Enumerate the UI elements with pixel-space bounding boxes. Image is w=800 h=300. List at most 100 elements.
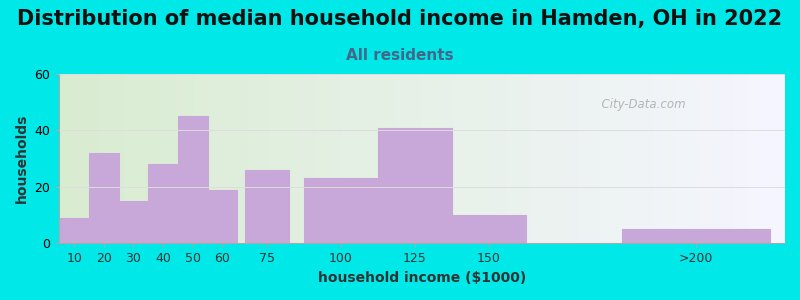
Bar <box>194 74 198 243</box>
Bar <box>259 74 262 243</box>
Bar <box>702 74 705 243</box>
Bar <box>567 74 571 243</box>
Bar <box>404 74 408 243</box>
Bar <box>382 74 386 243</box>
Bar <box>531 74 534 243</box>
Bar <box>136 74 139 243</box>
Bar <box>607 74 611 243</box>
Bar <box>245 74 248 243</box>
Bar <box>611 74 614 243</box>
Bar <box>452 215 526 243</box>
Bar <box>121 74 125 243</box>
Bar <box>730 74 734 243</box>
Bar <box>506 74 510 243</box>
Bar <box>716 74 720 243</box>
Bar <box>782 74 785 243</box>
Bar <box>89 74 92 243</box>
Bar <box>654 74 658 243</box>
Bar <box>248 74 252 243</box>
Bar <box>494 74 498 243</box>
Bar <box>331 74 335 243</box>
Bar <box>118 201 148 243</box>
Bar <box>687 74 690 243</box>
Bar <box>168 74 172 243</box>
Bar <box>106 74 110 243</box>
Bar <box>346 74 350 243</box>
Bar <box>150 74 154 243</box>
Bar <box>241 74 245 243</box>
Text: Distribution of median household income in Hamden, OH in 2022: Distribution of median household income … <box>18 9 782 29</box>
Bar <box>230 74 234 243</box>
Bar <box>378 128 452 243</box>
Bar <box>549 74 553 243</box>
Bar <box>205 74 208 243</box>
Bar <box>546 74 549 243</box>
Bar <box>371 74 375 243</box>
Bar <box>448 74 451 243</box>
Bar <box>600 74 604 243</box>
Bar <box>422 74 426 243</box>
Bar <box>172 74 175 243</box>
Bar <box>368 74 371 243</box>
Bar <box>378 74 382 243</box>
Text: All residents: All residents <box>346 48 454 63</box>
Bar <box>314 74 317 243</box>
Bar <box>491 74 494 243</box>
Bar <box>480 74 484 243</box>
Bar <box>662 74 666 243</box>
Bar <box>357 74 361 243</box>
Bar <box>85 74 89 243</box>
Bar <box>277 74 281 243</box>
Bar <box>444 74 448 243</box>
Bar <box>458 74 462 243</box>
Bar <box>658 74 662 243</box>
Bar <box>212 74 215 243</box>
Bar <box>643 74 647 243</box>
Bar <box>78 74 82 243</box>
Bar <box>354 74 357 243</box>
Bar <box>408 74 411 243</box>
Bar <box>666 74 669 243</box>
Bar <box>633 74 636 243</box>
Bar <box>589 74 593 243</box>
Bar <box>524 74 527 243</box>
Y-axis label: households: households <box>15 114 29 203</box>
Bar <box>234 74 238 243</box>
Bar <box>694 74 698 243</box>
Bar <box>299 74 302 243</box>
Bar <box>226 74 230 243</box>
Bar <box>390 74 394 243</box>
Bar <box>538 74 542 243</box>
Bar <box>178 116 207 243</box>
Bar <box>593 74 596 243</box>
Bar <box>578 74 582 243</box>
Bar <box>262 74 266 243</box>
Bar <box>161 74 165 243</box>
Bar <box>82 74 85 243</box>
Bar <box>622 229 770 243</box>
Bar <box>571 74 574 243</box>
Bar <box>767 74 770 243</box>
Bar <box>520 74 524 243</box>
Bar <box>219 74 222 243</box>
Bar <box>778 74 782 243</box>
Bar <box>473 74 477 243</box>
Bar <box>720 74 723 243</box>
Bar <box>394 74 397 243</box>
Bar <box>470 74 473 243</box>
Bar <box>517 74 520 243</box>
Bar <box>338 74 342 243</box>
Bar <box>215 74 219 243</box>
Bar <box>274 74 277 243</box>
Bar <box>70 74 74 243</box>
Bar <box>534 74 538 243</box>
Bar <box>774 74 778 243</box>
Bar <box>103 74 106 243</box>
Bar <box>222 74 226 243</box>
X-axis label: household income ($1000): household income ($1000) <box>318 271 526 285</box>
Bar <box>125 74 128 243</box>
Bar <box>676 74 680 243</box>
Bar <box>335 74 338 243</box>
Bar <box>143 74 146 243</box>
Bar <box>650 74 654 243</box>
